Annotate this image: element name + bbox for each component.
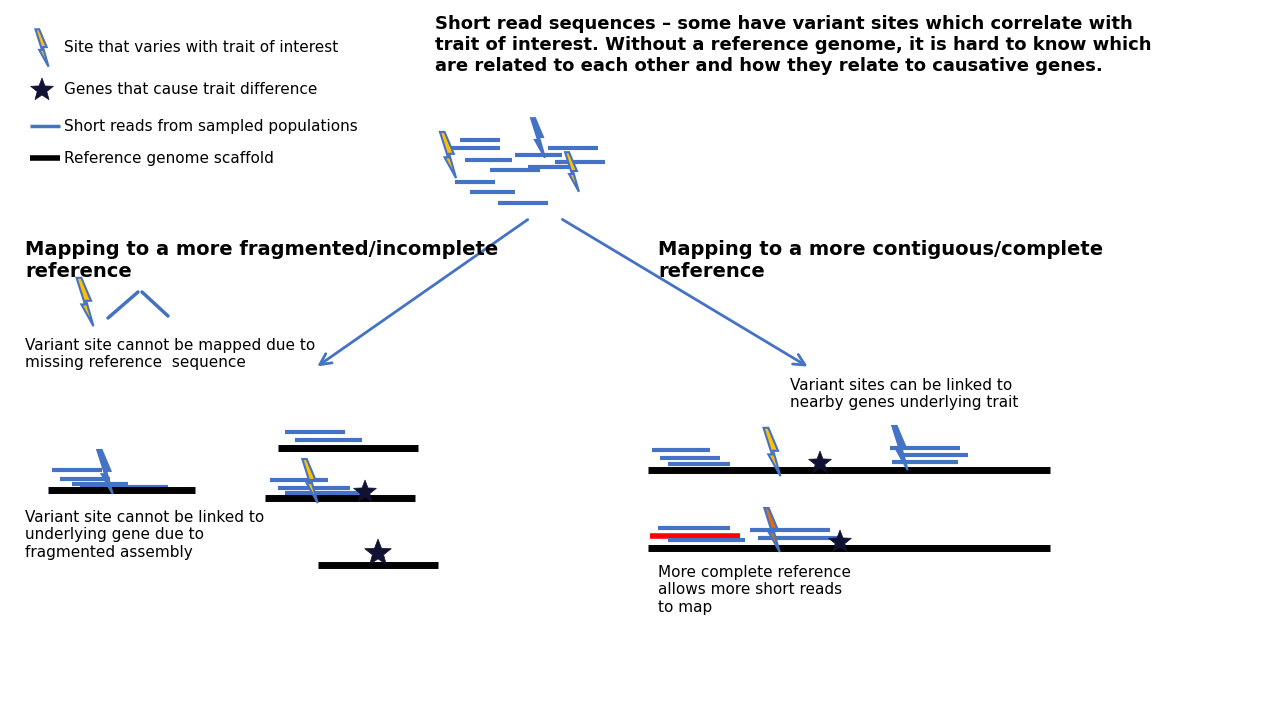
Polygon shape bbox=[828, 530, 851, 552]
Polygon shape bbox=[31, 78, 54, 99]
Polygon shape bbox=[36, 30, 49, 67]
Text: Mapping to a more fragmented/incomplete
reference: Mapping to a more fragmented/incomplete … bbox=[26, 240, 498, 281]
Text: More complete reference
allows more short reads
to map: More complete reference allows more shor… bbox=[658, 565, 851, 615]
Polygon shape bbox=[531, 118, 545, 158]
Text: Mapping to a more contiguous/complete
reference: Mapping to a more contiguous/complete re… bbox=[658, 240, 1103, 281]
Text: Short reads from sampled populations: Short reads from sampled populations bbox=[64, 119, 357, 133]
Text: Short read sequences – some have variant sites which correlate with
trait of int: Short read sequences – some have variant… bbox=[435, 15, 1152, 75]
Polygon shape bbox=[77, 278, 93, 326]
Text: Variant sites can be linked to
nearby genes underlying trait: Variant sites can be linked to nearby ge… bbox=[790, 378, 1019, 410]
Text: Site that varies with trait of interest: Site that varies with trait of interest bbox=[64, 40, 338, 55]
Polygon shape bbox=[764, 428, 781, 476]
Polygon shape bbox=[97, 450, 113, 494]
Polygon shape bbox=[365, 539, 392, 564]
Polygon shape bbox=[764, 508, 780, 552]
Polygon shape bbox=[564, 152, 579, 192]
Polygon shape bbox=[892, 426, 908, 470]
Polygon shape bbox=[440, 132, 456, 178]
Text: Genes that cause trait difference: Genes that cause trait difference bbox=[64, 83, 317, 97]
Polygon shape bbox=[809, 451, 832, 473]
Text: Variant site cannot be linked to
underlying gene due to
fragmented assembly: Variant site cannot be linked to underly… bbox=[26, 510, 264, 560]
Polygon shape bbox=[353, 480, 376, 502]
Text: Variant site cannot be mapped due to
missing reference  sequence: Variant site cannot be mapped due to mis… bbox=[26, 338, 315, 370]
Polygon shape bbox=[302, 459, 317, 503]
Text: Reference genome scaffold: Reference genome scaffold bbox=[64, 150, 274, 166]
